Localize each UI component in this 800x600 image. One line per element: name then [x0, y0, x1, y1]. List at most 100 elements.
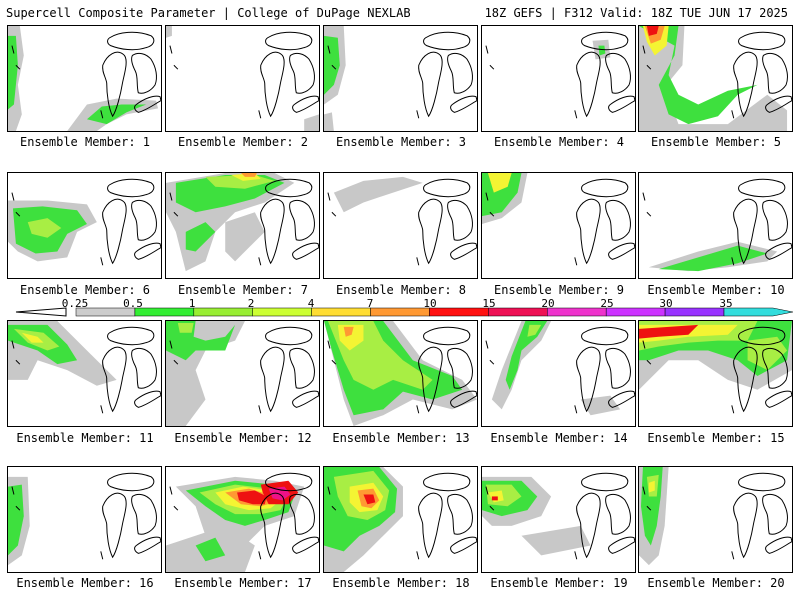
lake-outline	[292, 390, 319, 408]
colorbar-label: 4	[307, 297, 315, 310]
lake-outline	[762, 347, 788, 389]
lake-outline	[450, 536, 477, 554]
field-map	[324, 26, 477, 131]
lake-outline	[423, 472, 471, 492]
colorbar-segment	[488, 307, 548, 317]
lake-outline	[134, 536, 161, 554]
ensemble-member-map	[481, 25, 636, 132]
ensemble-member-map	[638, 320, 793, 427]
lake-outline	[289, 199, 315, 241]
lake-outline	[423, 178, 471, 198]
ensemble-member-caption: Ensemble Member: 18	[332, 576, 470, 590]
lake-outline	[738, 326, 786, 346]
lake-outline	[418, 492, 443, 559]
lake-outline	[581, 178, 629, 198]
ensemble-member-map	[481, 172, 636, 279]
field-map	[639, 467, 792, 566]
colorbar-label: 35	[719, 297, 733, 310]
colorbar-segment	[723, 307, 793, 317]
ensemble-member-map	[481, 320, 636, 427]
lake-outline	[107, 326, 155, 346]
lake-outline	[265, 326, 313, 346]
ensemble-member-caption: Ensemble Member: 7	[177, 283, 309, 297]
ensemble-member-map	[323, 25, 478, 132]
lake-outline	[107, 31, 155, 51]
ensemble-member-map	[638, 466, 793, 573]
ensemble-member-caption: Ensemble Member: 6	[19, 283, 151, 297]
ensemble-member-caption: Ensemble Member: 15	[647, 431, 785, 445]
lake-outline	[134, 242, 161, 260]
lake-outline	[102, 198, 127, 265]
lake-outline	[762, 493, 788, 535]
ensemble-member-caption: Ensemble Member: 8	[335, 283, 467, 297]
lake-outline	[447, 347, 473, 389]
colorbar-label: 1	[188, 297, 196, 310]
valid-time: 18Z GEFS | F312 Valid: 18Z TUE JUN 17 20…	[484, 6, 788, 20]
ensemble-member-map	[7, 466, 162, 573]
ensemble-member-map	[323, 172, 478, 279]
lake-outline	[576, 346, 601, 413]
lake-outline	[605, 493, 631, 535]
lake-outline	[289, 347, 315, 389]
ensemble-member-map	[481, 466, 636, 573]
lake-outline	[733, 198, 758, 265]
ensemble-member-map	[638, 172, 793, 279]
ensemble-member-caption: Ensemble Member: 19	[490, 576, 628, 590]
ensemble-member-caption: Ensemble Member: 10	[647, 283, 785, 297]
lake-outline	[738, 31, 786, 51]
ensemble-member-caption: Ensemble Member: 1	[19, 135, 151, 149]
lake-outline	[608, 242, 635, 260]
lake-outline	[576, 198, 601, 265]
colorbar-label: 2	[247, 297, 255, 310]
ensemble-member-caption: Ensemble Member: 3	[335, 135, 467, 149]
ensemble-member-caption: Ensemble Member: 16	[16, 576, 154, 590]
lake-outline	[450, 390, 477, 408]
color-scale-bar	[15, 307, 793, 317]
lake-outline	[581, 31, 629, 51]
lake-outline	[447, 199, 473, 241]
lake-outline	[608, 390, 635, 408]
ensemble-member-map	[7, 320, 162, 427]
lake-outline	[765, 242, 792, 260]
field-map	[8, 321, 161, 414]
colorbar-segment	[547, 307, 607, 317]
lake-outline	[107, 472, 155, 492]
field-map	[166, 321, 319, 426]
colorbar-label: 7	[366, 297, 374, 310]
lake-outline	[260, 51, 285, 118]
lake-outline	[423, 31, 471, 51]
colorbar-segment	[311, 307, 371, 317]
colorbar-label: 20	[541, 297, 555, 310]
field-map	[324, 467, 477, 572]
colorbar-segment	[134, 307, 195, 317]
lake-outline	[260, 198, 285, 265]
lake-outline	[131, 347, 157, 389]
ensemble-member-caption: Ensemble Member: 14	[490, 431, 628, 445]
lake-outline	[605, 199, 631, 241]
lake-outline	[447, 52, 473, 94]
lake-outline	[134, 95, 161, 113]
field-map	[324, 321, 477, 426]
ensemble-member-map	[7, 25, 162, 132]
colorbar-label: 25	[600, 297, 614, 310]
lake-outline	[762, 52, 788, 94]
lake-outline	[733, 492, 758, 559]
lake-outline	[733, 51, 758, 118]
field-map	[642, 178, 792, 272]
ensemble-member-caption: Ensemble Member: 4	[493, 135, 625, 149]
ensemble-member-caption: Ensemble Member: 2	[177, 135, 309, 149]
lake-outline	[738, 178, 786, 198]
lake-outline	[608, 536, 635, 554]
lake-outline	[450, 242, 477, 260]
field-map	[8, 472, 161, 566]
lake-outline	[131, 52, 157, 94]
lake-outline	[581, 326, 629, 346]
lake-outline	[107, 178, 155, 198]
lake-outline	[576, 492, 601, 559]
field-map	[639, 26, 792, 131]
lake-outline	[134, 390, 161, 408]
lake-outline	[292, 242, 319, 260]
field-map	[327, 176, 477, 266]
lake-outline	[418, 346, 443, 413]
lake-outline	[447, 493, 473, 535]
